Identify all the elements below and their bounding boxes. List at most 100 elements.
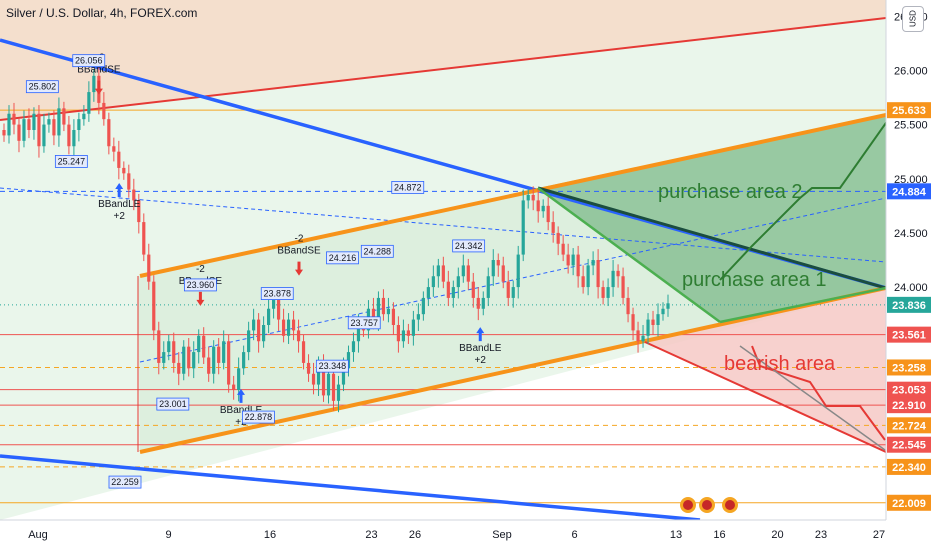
candle-body bbox=[87, 92, 91, 114]
economic-event-flags[interactable] bbox=[680, 497, 738, 513]
green-base-line bbox=[719, 286, 886, 324]
candle-body bbox=[132, 189, 136, 201]
candle-body bbox=[606, 287, 610, 298]
candle-body bbox=[162, 352, 166, 363]
candle-body bbox=[351, 341, 356, 353]
price-tag bbox=[887, 183, 931, 200]
candle-body bbox=[67, 124, 71, 147]
candle-body bbox=[42, 124, 46, 147]
candle-body bbox=[381, 297, 386, 315]
price-tag-label: 22.910 bbox=[892, 400, 926, 412]
candle-body bbox=[646, 319, 650, 336]
candle-body bbox=[237, 368, 241, 390]
x-tick-label: 13 bbox=[670, 529, 682, 541]
candle-body bbox=[666, 303, 670, 309]
candle-body bbox=[631, 314, 635, 331]
upper-red-trendline bbox=[0, 17, 886, 121]
candle-body bbox=[112, 146, 116, 152]
candle-body bbox=[581, 276, 585, 288]
pivot-label-box bbox=[54, 155, 88, 168]
candle-body bbox=[371, 308, 376, 320]
candle-body bbox=[656, 314, 660, 325]
pivot-label: 23.960 bbox=[187, 280, 215, 290]
price-tag bbox=[887, 417, 931, 434]
candle-body bbox=[506, 281, 510, 298]
signal-sub-label: +2 bbox=[475, 355, 487, 366]
pivot-label-box bbox=[452, 239, 486, 253]
candle-body bbox=[197, 335, 201, 353]
candle-body bbox=[311, 373, 316, 385]
candle-body bbox=[62, 108, 66, 125]
pivot-label-box bbox=[360, 244, 394, 258]
price-tag bbox=[887, 359, 931, 376]
candle-body bbox=[436, 265, 440, 277]
signal-label: BBandLE bbox=[220, 405, 263, 416]
purchase-zone-fill bbox=[538, 115, 886, 322]
candle-body bbox=[486, 276, 490, 298]
candle-body bbox=[461, 265, 465, 277]
candle-body bbox=[601, 287, 605, 298]
x-tick-label: 16 bbox=[264, 529, 276, 541]
pivot-label: 23.348 bbox=[319, 361, 347, 371]
candle-body bbox=[401, 330, 405, 342]
pivot-label-box bbox=[391, 181, 425, 194]
candle-body bbox=[276, 297, 281, 320]
signal-label: BBandSE bbox=[277, 246, 321, 257]
x-tick-label: 26 bbox=[409, 529, 421, 541]
pivot-label: 23.878 bbox=[263, 289, 291, 299]
price-tag bbox=[887, 296, 931, 313]
pivot-label-box bbox=[156, 397, 190, 411]
candle-body bbox=[501, 265, 505, 282]
candle-body bbox=[82, 113, 86, 120]
candle-body bbox=[481, 297, 485, 309]
price-tag-label: 22.724 bbox=[892, 420, 927, 432]
price-tag bbox=[887, 326, 931, 343]
candle-body bbox=[242, 352, 246, 369]
candle-body bbox=[651, 319, 655, 325]
signal-label: BBandSE bbox=[77, 65, 121, 76]
y-tick-label: 24.000 bbox=[894, 282, 928, 294]
candle-body bbox=[222, 341, 226, 363]
signal-label: BBandLE bbox=[459, 343, 502, 354]
price-tag-label: 22.009 bbox=[892, 498, 926, 510]
candle-body bbox=[446, 281, 450, 298]
candle-body bbox=[17, 124, 21, 141]
annotation-purchase-area-2: purchase area 2 bbox=[658, 181, 803, 203]
blue-dashed-line-1 bbox=[0, 187, 886, 263]
candle-body bbox=[147, 254, 151, 282]
candle-body bbox=[7, 113, 11, 136]
candle-body bbox=[57, 108, 61, 136]
currency-button[interactable]: USD bbox=[902, 6, 924, 32]
signal-sub-label: -2 bbox=[196, 264, 205, 275]
candle-body bbox=[521, 200, 525, 255]
price-tag-label: 23.053 bbox=[892, 385, 926, 397]
signal-sub-label: +2 bbox=[113, 211, 125, 222]
candle-body bbox=[212, 346, 216, 374]
candle-body bbox=[257, 319, 261, 342]
candle-body bbox=[301, 341, 306, 363]
candle-body bbox=[476, 297, 480, 309]
candle-body bbox=[177, 362, 181, 374]
time-axis[interactable] bbox=[0, 520, 886, 550]
candle-body bbox=[636, 330, 640, 342]
candle-body bbox=[187, 346, 191, 369]
candle-body bbox=[247, 330, 251, 353]
candle-body bbox=[157, 330, 161, 363]
candle-body bbox=[531, 195, 535, 201]
candle-body bbox=[316, 362, 321, 385]
candle-body bbox=[227, 341, 231, 385]
candle-body bbox=[12, 113, 16, 125]
candle-body bbox=[77, 119, 81, 130]
candle-body bbox=[306, 362, 311, 374]
candle-body bbox=[217, 346, 221, 363]
candle-body bbox=[341, 368, 346, 385]
candle-body bbox=[182, 346, 186, 374]
pivot-label: 23.001 bbox=[159, 399, 187, 409]
candle-body bbox=[516, 254, 520, 288]
price-axis[interactable] bbox=[886, 0, 932, 550]
price-tag bbox=[887, 458, 931, 475]
price-tag-label: 24.884 bbox=[892, 186, 927, 198]
candle-body bbox=[142, 222, 146, 255]
sell-signal-arrow-icon bbox=[196, 291, 205, 306]
